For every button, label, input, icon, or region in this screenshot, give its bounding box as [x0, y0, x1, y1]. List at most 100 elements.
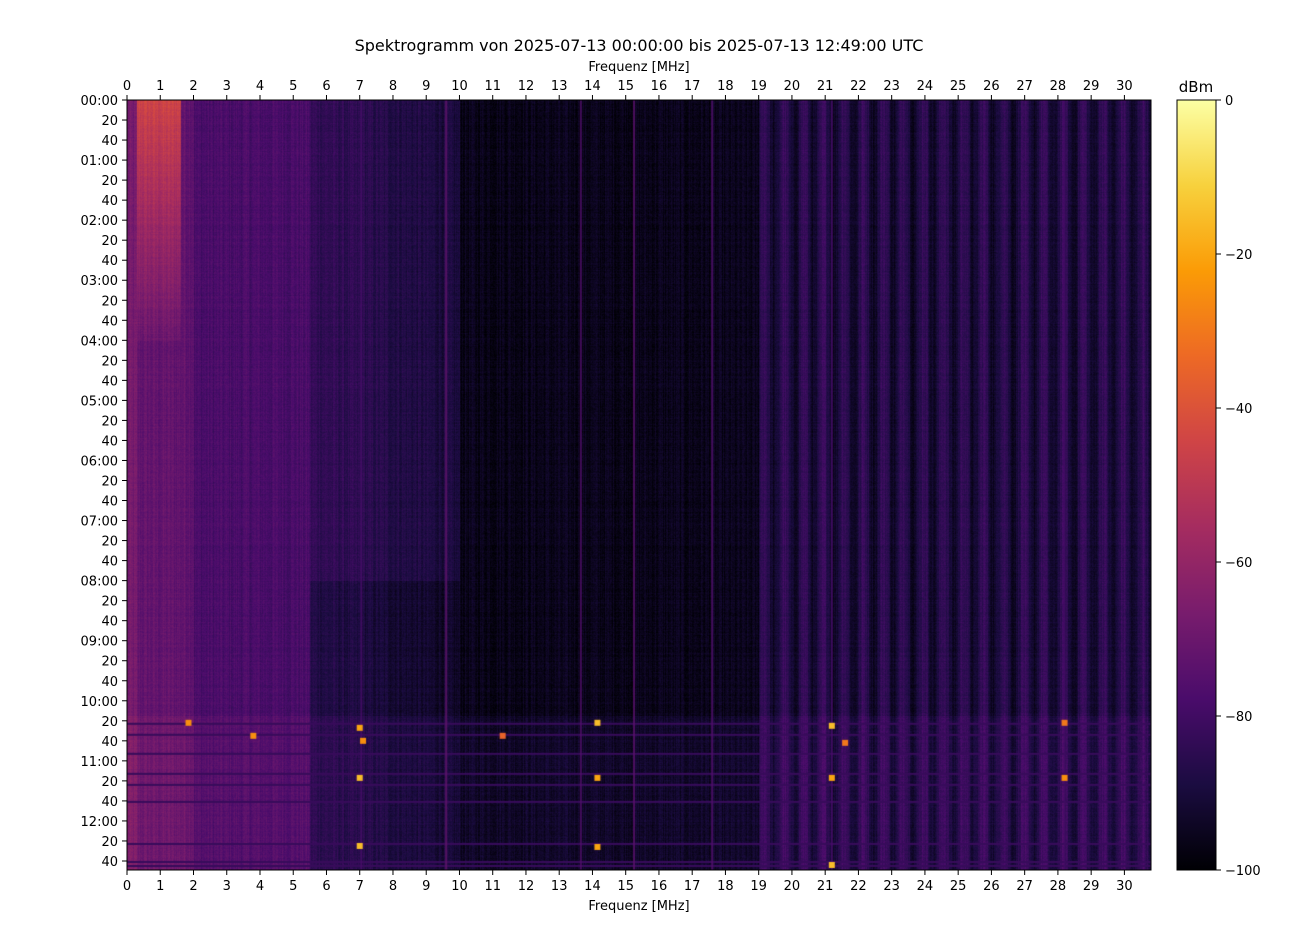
y-tick-label: 20: [101, 234, 118, 249]
y-tick-label: 04:00: [81, 334, 118, 349]
y-tick-label: 12:00: [81, 815, 118, 830]
y-tick-label: 40: [101, 134, 118, 149]
x-tick-label-top: 30: [1116, 79, 1133, 94]
x-tick-label-bottom: 28: [1050, 879, 1067, 894]
x-tick-label-bottom: 6: [322, 879, 330, 894]
x-tick-label-top: 27: [1016, 79, 1033, 94]
y-tick-label: 20: [101, 474, 118, 489]
x-tick-label-top: 2: [189, 79, 197, 94]
y-tick-label: 20: [101, 114, 118, 129]
colorbar-gradient: [1176, 99, 1217, 871]
x-tick-label-top: 16: [651, 79, 668, 94]
y-tick-label: 20: [101, 775, 118, 790]
x-tick-label-bottom: 11: [484, 879, 501, 894]
x-tick-label-top: 19: [750, 79, 767, 94]
x-tick-label-top: 28: [1050, 79, 1067, 94]
x-tick-label-bottom: 27: [1016, 879, 1033, 894]
y-tick-label: 40: [101, 254, 118, 269]
x-tick-label-bottom: 18: [717, 879, 734, 894]
x-tick-label-top: 12: [518, 79, 535, 94]
colorbar: dBm 0 −20 −40 −60 −80 −100: [1176, 78, 1261, 879]
x-tick-label-top: 20: [784, 79, 801, 94]
x-tick-label-bottom: 8: [389, 879, 397, 894]
y-tick-label: 40: [101, 855, 118, 870]
x-tick-label-top: 18: [717, 79, 734, 94]
x-tick-label-top: 6: [322, 79, 330, 94]
x-tick-label-bottom: 12: [518, 879, 535, 894]
x-tick-label-top: 8: [389, 79, 397, 94]
x-tick-label-top: 23: [883, 79, 900, 94]
x-tick-label-top: 24: [917, 79, 934, 94]
y-tick-label: 07:00: [81, 515, 118, 530]
x-tick-label-bottom: 1: [156, 879, 164, 894]
x-tick-label-top: 10: [451, 79, 468, 94]
x-tick-label-bottom: 24: [917, 879, 934, 894]
x-tick-label-bottom: 7: [356, 879, 364, 894]
x-tick-label-bottom: 3: [223, 879, 231, 894]
x-tick-label-top: 17: [684, 79, 701, 94]
x-tick-label-bottom: 21: [817, 879, 834, 894]
x-tick-label-bottom: 22: [850, 879, 867, 894]
y-tick-label: 20: [101, 294, 118, 309]
y-tick-label: 08:00: [81, 575, 118, 590]
x-tick-label-bottom: 29: [1083, 879, 1100, 894]
x-tick-label-top: 26: [983, 79, 1000, 94]
x-tick-label-top: 11: [484, 79, 501, 94]
x-tick-label-top: 9: [422, 79, 430, 94]
colorbar-tick-label: −20: [1225, 248, 1252, 263]
y-tick-label: 40: [101, 615, 118, 630]
colorbar-tick-label: 0: [1225, 94, 1233, 109]
y-tick-label: 00:00: [81, 94, 118, 109]
y-tick-label: 11:00: [81, 755, 118, 770]
y-tick-label: 40: [101, 675, 118, 690]
colorbar-tick-label: −80: [1225, 710, 1252, 725]
y-tick-label: 06:00: [81, 454, 118, 469]
x-tick-label-top: 4: [256, 79, 264, 94]
x-tick-label-bottom: 17: [684, 879, 701, 894]
x-tick-label-top: 15: [617, 79, 634, 94]
x-tick-label-top: 22: [850, 79, 867, 94]
y-tick-label: 40: [101, 194, 118, 209]
x-axis-label-top: Frequenz [MHz]: [588, 60, 689, 75]
y-tick-label: 03:00: [81, 274, 118, 289]
y-tick-label: 20: [101, 414, 118, 429]
x-tick-label-bottom: 26: [983, 879, 1000, 894]
y-tick-label: 01:00: [81, 154, 118, 169]
y-tick-label: 05:00: [81, 394, 118, 409]
chart-title: Spektrogramm von 2025-07-13 00:00:00 bis…: [355, 36, 924, 55]
y-tick-label: 40: [101, 555, 118, 570]
x-axis-label-bottom: Frequenz [MHz]: [588, 899, 689, 914]
x-axis-ticks: 0011223344556677889910101111121213131414…: [123, 79, 1133, 894]
y-tick-label: 02:00: [81, 214, 118, 229]
x-tick-label-top: 14: [584, 79, 601, 94]
y-tick-label: 20: [101, 174, 118, 189]
y-tick-label: 10:00: [81, 695, 118, 710]
x-tick-label-top: 5: [289, 79, 297, 94]
x-tick-label-top: 29: [1083, 79, 1100, 94]
y-tick-label: 40: [101, 314, 118, 329]
y-tick-label: 40: [101, 735, 118, 750]
colorbar-tick-label: −60: [1225, 556, 1252, 571]
x-tick-label-bottom: 30: [1116, 879, 1133, 894]
x-tick-label-bottom: 0: [123, 879, 131, 894]
x-tick-label-top: 0: [123, 79, 131, 94]
colorbar-tick-label: −100: [1225, 864, 1261, 879]
plot-frame: [126, 99, 1152, 871]
x-tick-label-bottom: 2: [189, 879, 197, 894]
y-tick-label: 20: [101, 715, 118, 730]
x-tick-label-bottom: 4: [256, 879, 264, 894]
x-tick-label-bottom: 23: [883, 879, 900, 894]
y-tick-label: 40: [101, 434, 118, 449]
x-tick-label-bottom: 9: [422, 879, 430, 894]
colorbar-tick-label: −40: [1225, 402, 1252, 417]
x-tick-label-bottom: 5: [289, 879, 297, 894]
x-tick-label-bottom: 15: [617, 879, 634, 894]
spectrogram-plot-area: [126, 99, 1152, 871]
y-tick-label: 20: [101, 595, 118, 610]
x-tick-label-bottom: 19: [750, 879, 767, 894]
x-tick-label-bottom: 10: [451, 879, 468, 894]
x-tick-label-bottom: 16: [651, 879, 668, 894]
x-tick-label-bottom: 14: [584, 879, 601, 894]
x-tick-label-top: 7: [356, 79, 364, 94]
